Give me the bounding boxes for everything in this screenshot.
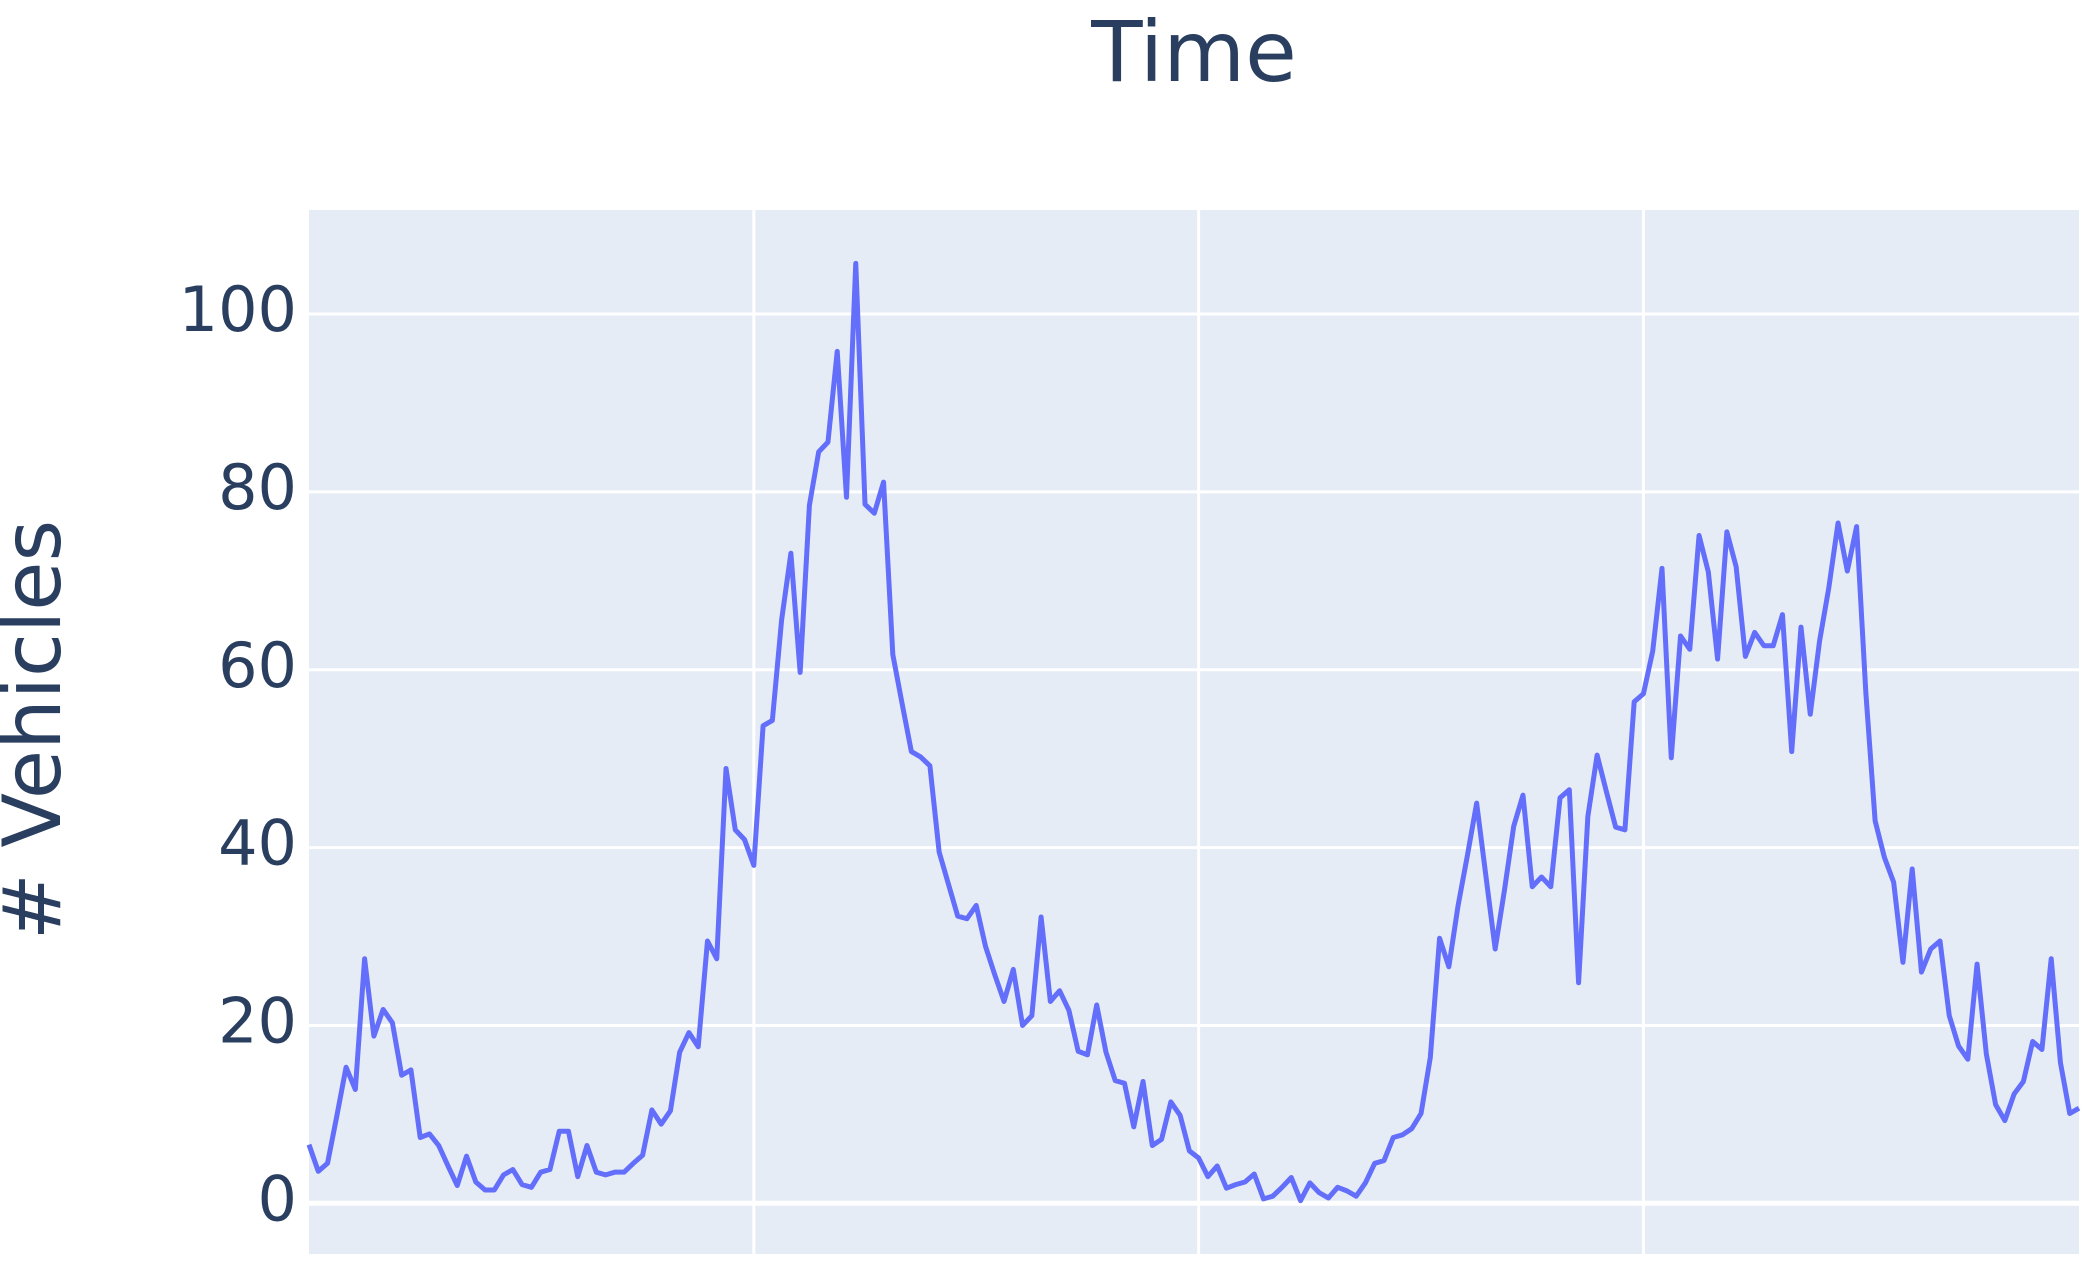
chart-title: Time	[1090, 3, 1297, 101]
y-tick-label: 60	[218, 629, 297, 702]
line-series	[306, 260, 2081, 1204]
plot-area	[309, 210, 2079, 1254]
y-tick-label: 20	[218, 985, 297, 1058]
y-tick-label: 80	[218, 451, 297, 524]
y-tick-label: 0	[258, 1162, 297, 1235]
y-tick-label: 40	[218, 807, 297, 880]
y-axis-title: # Vehicles	[0, 520, 79, 940]
y-tick-label: 100	[179, 273, 297, 346]
